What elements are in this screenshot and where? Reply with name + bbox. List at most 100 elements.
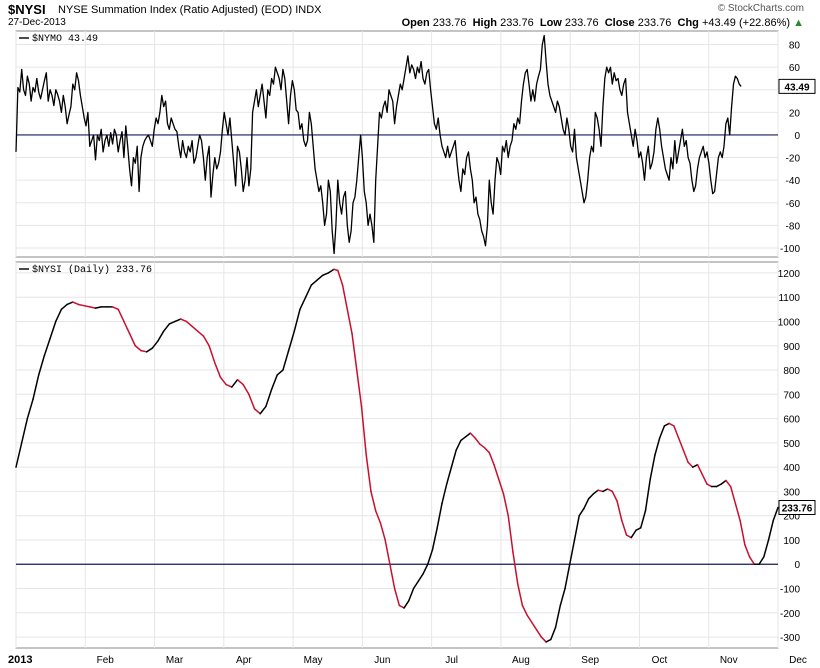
- series-segment: [231, 378, 239, 388]
- series-segment: [744, 544, 751, 558]
- last-value-label: 43.49: [784, 82, 809, 93]
- y-tick-label: 0: [794, 131, 800, 142]
- series-segment: [196, 330, 205, 337]
- series-segment: [398, 604, 405, 609]
- nysi-panel: 1200110010009008007006005004003002001000…: [15, 261, 816, 649]
- series-segment: [720, 479, 727, 485]
- y-tick-label: 200: [783, 512, 800, 523]
- y-tick-label: 0: [794, 560, 800, 571]
- series-segment: [379, 522, 386, 541]
- series-segment: [72, 301, 80, 306]
- series-segment: [393, 587, 401, 607]
- x-tick-label: Apr: [236, 655, 252, 666]
- y-tick-label: 400: [783, 463, 800, 474]
- series-segment: [479, 443, 486, 449]
- series-segment: [734, 502, 741, 522]
- x-tick-label: Sep: [581, 655, 599, 666]
- series-segment: [725, 479, 732, 488]
- y-tick-label: -60: [786, 199, 801, 210]
- series-segment: [729, 485, 737, 505]
- chg-label: Chg: [677, 17, 699, 29]
- x-axis: 2013 Feb Mar Apr May Jun Jul Aug Sep Oct Nov Dec: [8, 654, 807, 666]
- series-segment: [219, 376, 227, 386]
- series-segment: [597, 489, 604, 493]
- series-segment: [512, 551, 519, 585]
- series-segment: [469, 432, 476, 439]
- close-value: 233.76: [637, 17, 672, 29]
- y-tick-label: 80: [789, 41, 801, 52]
- series-segment: [663, 422, 670, 427]
- series-segment: [168, 320, 176, 325]
- x-tick-label: Dec: [789, 655, 807, 666]
- series-segment: [445, 466, 453, 485]
- series-segment: [460, 436, 467, 442]
- series-segment: [441, 483, 448, 505]
- series-segment: [179, 318, 188, 323]
- series-segment: [748, 556, 756, 565]
- series-segment: [128, 332, 137, 347]
- series-segment: [270, 374, 279, 391]
- series-segment: [545, 638, 552, 643]
- series-segment: [49, 320, 57, 340]
- low-label: Low: [539, 17, 562, 29]
- low-value: 233.76: [564, 17, 599, 29]
- series-segment: [151, 340, 159, 349]
- series-segment: [208, 345, 216, 364]
- series-segment: [265, 388, 273, 408]
- series-segment: [521, 604, 528, 616]
- series-segment: [356, 369, 363, 408]
- series-segment: [739, 519, 746, 546]
- series-segment: [488, 451, 495, 466]
- series-segment: [772, 506, 779, 522]
- y-tick-label: 300: [783, 487, 800, 498]
- series-segment: [83, 304, 91, 308]
- series-segment: [360, 405, 367, 456]
- x-tick-label: 2013: [8, 654, 32, 666]
- series-segment: [559, 587, 566, 607]
- y-tick-label: 60: [789, 63, 801, 74]
- series-segment: [696, 463, 704, 476]
- series-segment: [248, 393, 256, 410]
- series-segment: [516, 582, 524, 607]
- y-tick-label: 1100: [778, 293, 800, 304]
- series-segment: [94, 306, 102, 309]
- open-value: 233.76: [432, 17, 467, 29]
- series-segment: [408, 587, 415, 602]
- series-segment: [493, 463, 500, 481]
- series-segment: [26, 398, 34, 420]
- series-line: [15, 34, 742, 255]
- series-segment: [287, 330, 296, 352]
- series-segment: [214, 361, 222, 379]
- panel-frame: [15, 30, 779, 258]
- y-tick-label: 20: [789, 108, 801, 119]
- y-tick-label: 700: [783, 390, 800, 401]
- series-segment: [337, 269, 344, 286]
- series-segment: [253, 408, 261, 415]
- y-tick-label: -100: [780, 585, 800, 596]
- up-arrow-icon: ▲: [793, 17, 804, 29]
- series-segment: [384, 539, 391, 565]
- y-tick-label: 1000: [778, 317, 801, 328]
- y-tick-label: -80: [786, 221, 801, 232]
- series-segment: [236, 378, 244, 386]
- series-segment: [225, 383, 233, 388]
- y-tick-label: 500: [783, 439, 800, 450]
- series-segment: [299, 296, 307, 311]
- series-segment: [316, 274, 324, 281]
- last-value-label: 233.76: [782, 503, 813, 514]
- series-segment: [20, 417, 29, 444]
- series-segment: [259, 405, 267, 415]
- series-segment: [374, 510, 382, 524]
- y-tick-label: 100: [783, 536, 800, 547]
- series-segment: [140, 349, 148, 353]
- series-segment: [304, 284, 313, 298]
- x-tick-label: Aug: [512, 655, 530, 666]
- series-segment: [436, 502, 443, 529]
- series-segment: [767, 519, 775, 541]
- series-segment: [535, 629, 543, 638]
- series-segment: [483, 446, 491, 454]
- series-segment: [450, 449, 457, 468]
- series-segment: [15, 442, 23, 468]
- series-segment: [758, 556, 765, 565]
- y-tick-label: -40: [786, 176, 801, 187]
